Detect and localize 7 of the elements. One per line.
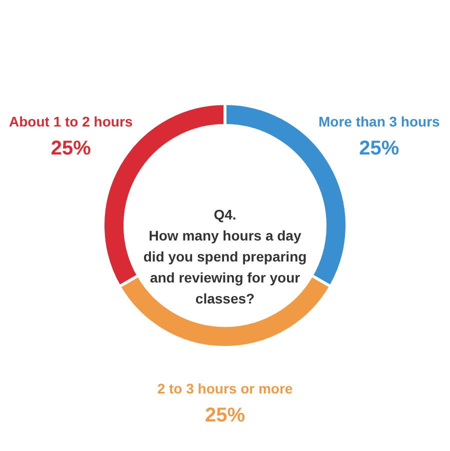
slice-label: More than 3 hours: [318, 114, 440, 130]
data-label: 25%: [359, 138, 400, 160]
data-label: 25%: [50, 138, 92, 160]
slice-label: 2 to 3 hours or more: [157, 380, 293, 396]
text: Q4. How many hours a day did you spend preparing and reviewing for your classes?: [143, 206, 307, 306]
data-label: 25%: [204, 404, 246, 426]
slice-label: About 1 to 2 hours: [9, 114, 133, 130]
